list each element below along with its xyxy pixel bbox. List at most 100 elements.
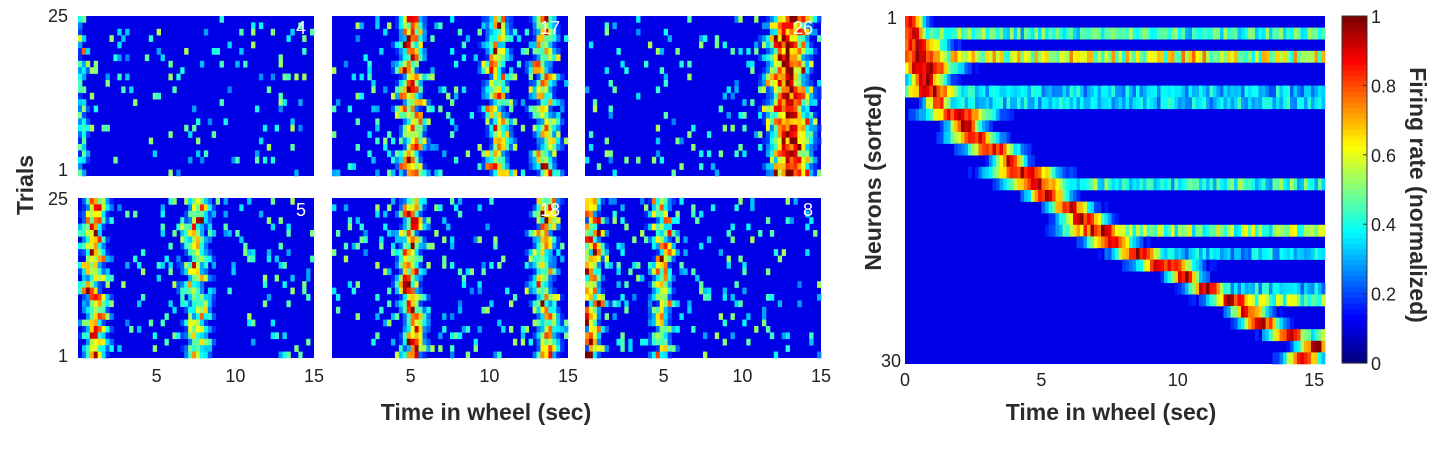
raster-cell (524, 28, 530, 36)
heatmap-cell (1122, 236, 1126, 249)
raster-cell (512, 294, 518, 301)
raster-cell (176, 287, 181, 295)
heatmap-cell (926, 50, 930, 63)
heatmap-cell (1041, 27, 1046, 40)
raster-cell (746, 60, 751, 68)
heatmap-cell (1069, 190, 1074, 202)
raster-cell (391, 249, 396, 256)
heatmap-cell (1010, 143, 1014, 156)
raster-cell (101, 210, 106, 218)
raster-cell (402, 144, 408, 151)
raster-cell (801, 144, 806, 151)
raster-cell (422, 99, 427, 106)
heatmap-cell (961, 50, 965, 63)
raster-cell (769, 22, 775, 30)
raster-cell (544, 35, 549, 42)
raster-cell (801, 35, 806, 42)
raster-cell (762, 112, 767, 119)
raster-cell (536, 274, 541, 282)
heatmap-cell (1115, 97, 1119, 110)
heatmap-cell (1241, 178, 1245, 191)
raster-cell (109, 217, 114, 224)
raster-cell (777, 118, 783, 126)
heatmap-cell (926, 74, 930, 86)
raster-cell (85, 105, 91, 113)
raster-cell (97, 262, 102, 269)
heatmap-cell (1073, 213, 1077, 226)
raster-cell (651, 223, 657, 231)
raster-cell (544, 28, 549, 36)
raster-cell (552, 268, 557, 276)
raster-cell (585, 230, 590, 237)
raster-cell (585, 255, 590, 263)
heatmap-cell (1230, 224, 1235, 237)
raster-cell (203, 198, 209, 205)
heatmap-cell (1045, 178, 1049, 191)
heatmap-cell (989, 143, 993, 156)
raster-cell (548, 144, 553, 151)
raster-cell (793, 105, 798, 113)
raster-cell (544, 230, 549, 237)
raster-cell (203, 319, 209, 327)
heatmap-cell (1188, 271, 1193, 284)
heatmap-cell (943, 62, 948, 75)
raster-cell (196, 204, 201, 212)
raster-cell (817, 80, 822, 87)
raster-cell (785, 156, 790, 164)
raster-cell (211, 300, 217, 308)
raster-cell (596, 262, 602, 269)
heatmap-cell (1244, 282, 1249, 295)
raster-cell (180, 332, 185, 340)
heatmap-cell (1311, 282, 1315, 295)
raster-cell (105, 306, 110, 314)
raster-cell (398, 48, 404, 55)
raster-cell (663, 313, 668, 320)
raster-cell (809, 41, 814, 49)
raster-cell (655, 300, 661, 308)
raster-cell (809, 217, 814, 224)
raster-cell (777, 73, 783, 81)
raster-cell (332, 249, 337, 256)
raster-cell (497, 54, 502, 62)
raster-cell (536, 294, 541, 301)
heatmap-cell (1286, 224, 1291, 237)
heatmap-cell (1059, 178, 1063, 191)
heatmap-cell (985, 132, 990, 144)
heatmap-cell (1164, 271, 1168, 284)
raster-cell (247, 313, 252, 320)
raster-cell (394, 48, 400, 55)
raster-cell (536, 16, 541, 23)
heatmap-cell (1104, 224, 1109, 237)
heatmap-cell (1136, 85, 1140, 98)
heatmap-cell (964, 50, 969, 63)
raster-cell (379, 242, 384, 250)
raster-cell (813, 144, 818, 151)
raster-cell (505, 35, 510, 42)
panel-id-label: 26 (793, 18, 813, 38)
raster-cell (391, 41, 396, 49)
heatmap-cell (908, 74, 913, 86)
raster-cell (585, 326, 590, 333)
raster-cell (247, 255, 252, 263)
raster-cell (101, 262, 106, 269)
raster-cell (765, 80, 771, 87)
raster-cell (663, 332, 668, 340)
raster-cell (789, 131, 794, 138)
raster-cell (239, 204, 244, 212)
heatmap-cell (1258, 27, 1263, 40)
raster-cell (505, 48, 510, 55)
raster-cell (298, 351, 303, 359)
raster-cell (85, 300, 91, 308)
raster-cell (97, 198, 102, 205)
raster-cell (394, 86, 400, 94)
raster-cell (536, 306, 541, 314)
heatmap-cell (1048, 27, 1053, 40)
heatmap-cell (964, 120, 969, 133)
raster-cell (383, 319, 388, 327)
raster-cell (192, 124, 197, 132)
raster-cell (640, 274, 645, 282)
heatmap-cell (1104, 236, 1109, 249)
raster-cell (636, 28, 641, 36)
raster-cell (426, 217, 431, 224)
raster-cell (485, 112, 490, 119)
